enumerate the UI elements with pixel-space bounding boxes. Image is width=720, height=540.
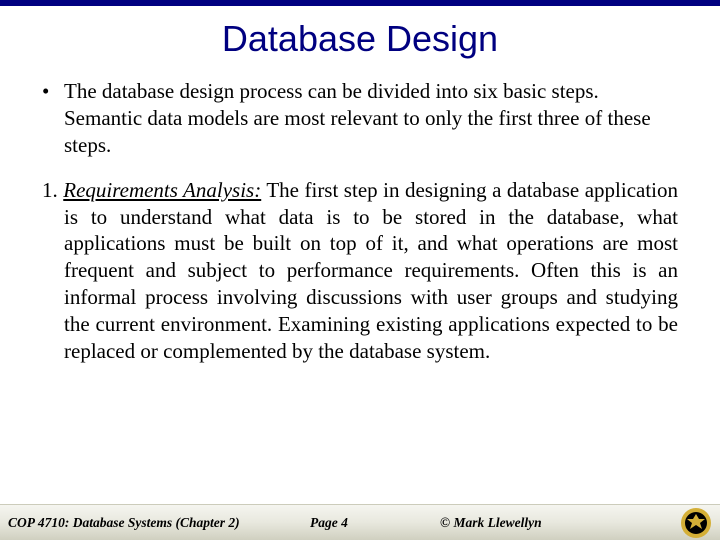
footer-course: COP 4710: Database Systems (Chapter 2)	[6, 515, 240, 531]
step-text: The first step in designing a database a…	[64, 178, 678, 363]
top-accent-bar	[0, 0, 720, 6]
numbered-step: 1. Requirements Analysis: The first step…	[42, 177, 678, 365]
bullet-dot-icon	[42, 78, 64, 159]
step-name: Requirements Analysis:	[63, 178, 261, 202]
step-number: 1.	[42, 178, 58, 202]
footer-author: © Mark Llewellyn	[440, 515, 542, 531]
slide-title: Database Design	[0, 18, 720, 60]
slide: Database Design The database design proc…	[0, 0, 720, 540]
slide-footer: COP 4710: Database Systems (Chapter 2) P…	[0, 504, 720, 540]
bullet-text: The database design process can be divid…	[64, 78, 678, 159]
slide-body: The database design process can be divid…	[42, 78, 678, 365]
bullet-item: The database design process can be divid…	[42, 78, 678, 159]
footer-page: Page 4	[310, 515, 348, 531]
ucf-logo-icon	[680, 507, 712, 539]
